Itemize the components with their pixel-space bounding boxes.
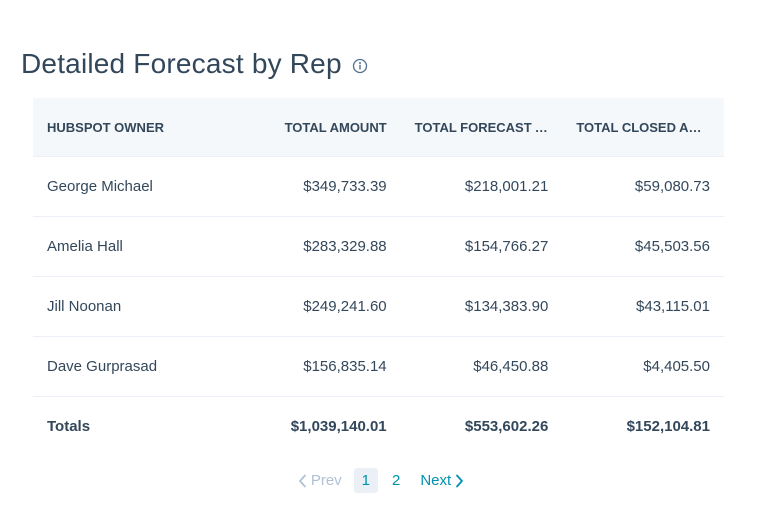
- total-amount-cell: $283,329.88: [239, 216, 401, 277]
- owner-cell: Amelia Hall: [33, 216, 239, 277]
- forecast-table: HUBSPOT OWNER TOTAL AMOUNT TOTAL FORECAS…: [33, 98, 724, 456]
- owner-cell: George Michael: [33, 156, 239, 217]
- table-row: George Michael $349,733.39 $218,001.21 $…: [33, 156, 724, 217]
- total-closed-cell: $59,080.73: [562, 156, 724, 217]
- table-row: Jill Noonan $249,241.60 $134,383.90 $43,…: [33, 276, 724, 337]
- column-header-total-amount[interactable]: TOTAL AMOUNT: [239, 98, 401, 157]
- totals-total-amount: $1,039,140.01: [239, 396, 401, 456]
- total-amount-cell: $249,241.60: [239, 276, 401, 337]
- page-1-button[interactable]: 1: [353, 468, 378, 493]
- total-amount-cell: $349,733.39: [239, 156, 401, 217]
- total-amount-cell: $156,835.14: [239, 336, 401, 397]
- totals-total-closed: $152,104.81: [562, 396, 724, 456]
- column-header-total-closed[interactable]: TOTAL CLOSED AM...: [562, 98, 724, 157]
- total-forecast-cell: $218,001.21: [400, 156, 563, 217]
- owner-cell: Jill Noonan: [33, 276, 239, 337]
- table-row: Dave Gurprasad $156,835.14 $46,450.88 $4…: [33, 336, 724, 397]
- info-icon[interactable]: [352, 58, 368, 74]
- total-forecast-cell: $134,383.90: [400, 276, 563, 337]
- title-row: Detailed Forecast by Rep: [21, 44, 368, 84]
- column-header-owner[interactable]: HUBSPOT OWNER: [33, 98, 239, 157]
- totals-total-forecast: $553,602.26: [400, 396, 563, 456]
- table-row: Amelia Hall $283,329.88 $154,766.27 $45,…: [33, 216, 724, 277]
- page-2-button[interactable]: 2: [392, 472, 401, 489]
- chevron-left-icon: [298, 474, 307, 488]
- prev-page-button[interactable]: Prev: [292, 469, 348, 492]
- prev-page-label: Prev: [310, 472, 342, 489]
- totals-label: Totals: [33, 396, 239, 456]
- next-page-button[interactable]: Next: [414, 469, 470, 492]
- next-page-label: Next: [420, 472, 452, 489]
- total-forecast-cell: $154,766.27: [400, 216, 563, 277]
- table-header-row: HUBSPOT OWNER TOTAL AMOUNT TOTAL FORECAS…: [33, 98, 724, 157]
- total-forecast-cell: $46,450.88: [400, 336, 563, 397]
- forecast-table-container: HUBSPOT OWNER TOTAL AMOUNT TOTAL FORECAS…: [33, 98, 724, 456]
- owner-cell: Dave Gurprasad: [33, 336, 239, 397]
- total-closed-cell: $45,503.56: [562, 216, 724, 277]
- totals-row: Totals $1,039,140.01 $553,602.26 $152,10…: [33, 396, 724, 456]
- pagination: Prev 1 2 Next: [0, 468, 762, 493]
- chevron-right-icon: [455, 474, 464, 488]
- total-closed-cell: $43,115.01: [562, 276, 724, 337]
- total-closed-cell: $4,405.50: [562, 336, 724, 397]
- column-header-total-forecast[interactable]: TOTAL FORECAST A...: [400, 98, 563, 157]
- page-title: Detailed Forecast by Rep: [21, 48, 342, 79]
